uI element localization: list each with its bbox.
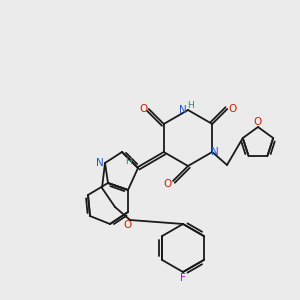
Text: H: H xyxy=(188,100,194,109)
Text: O: O xyxy=(140,104,148,114)
Text: O: O xyxy=(124,220,132,230)
Text: O: O xyxy=(164,179,172,189)
Text: O: O xyxy=(228,104,236,114)
Text: N: N xyxy=(96,158,104,168)
Text: F: F xyxy=(180,273,186,283)
Text: N: N xyxy=(179,105,187,115)
Text: O: O xyxy=(254,117,262,127)
Text: H: H xyxy=(124,157,131,166)
Text: N: N xyxy=(212,147,219,157)
